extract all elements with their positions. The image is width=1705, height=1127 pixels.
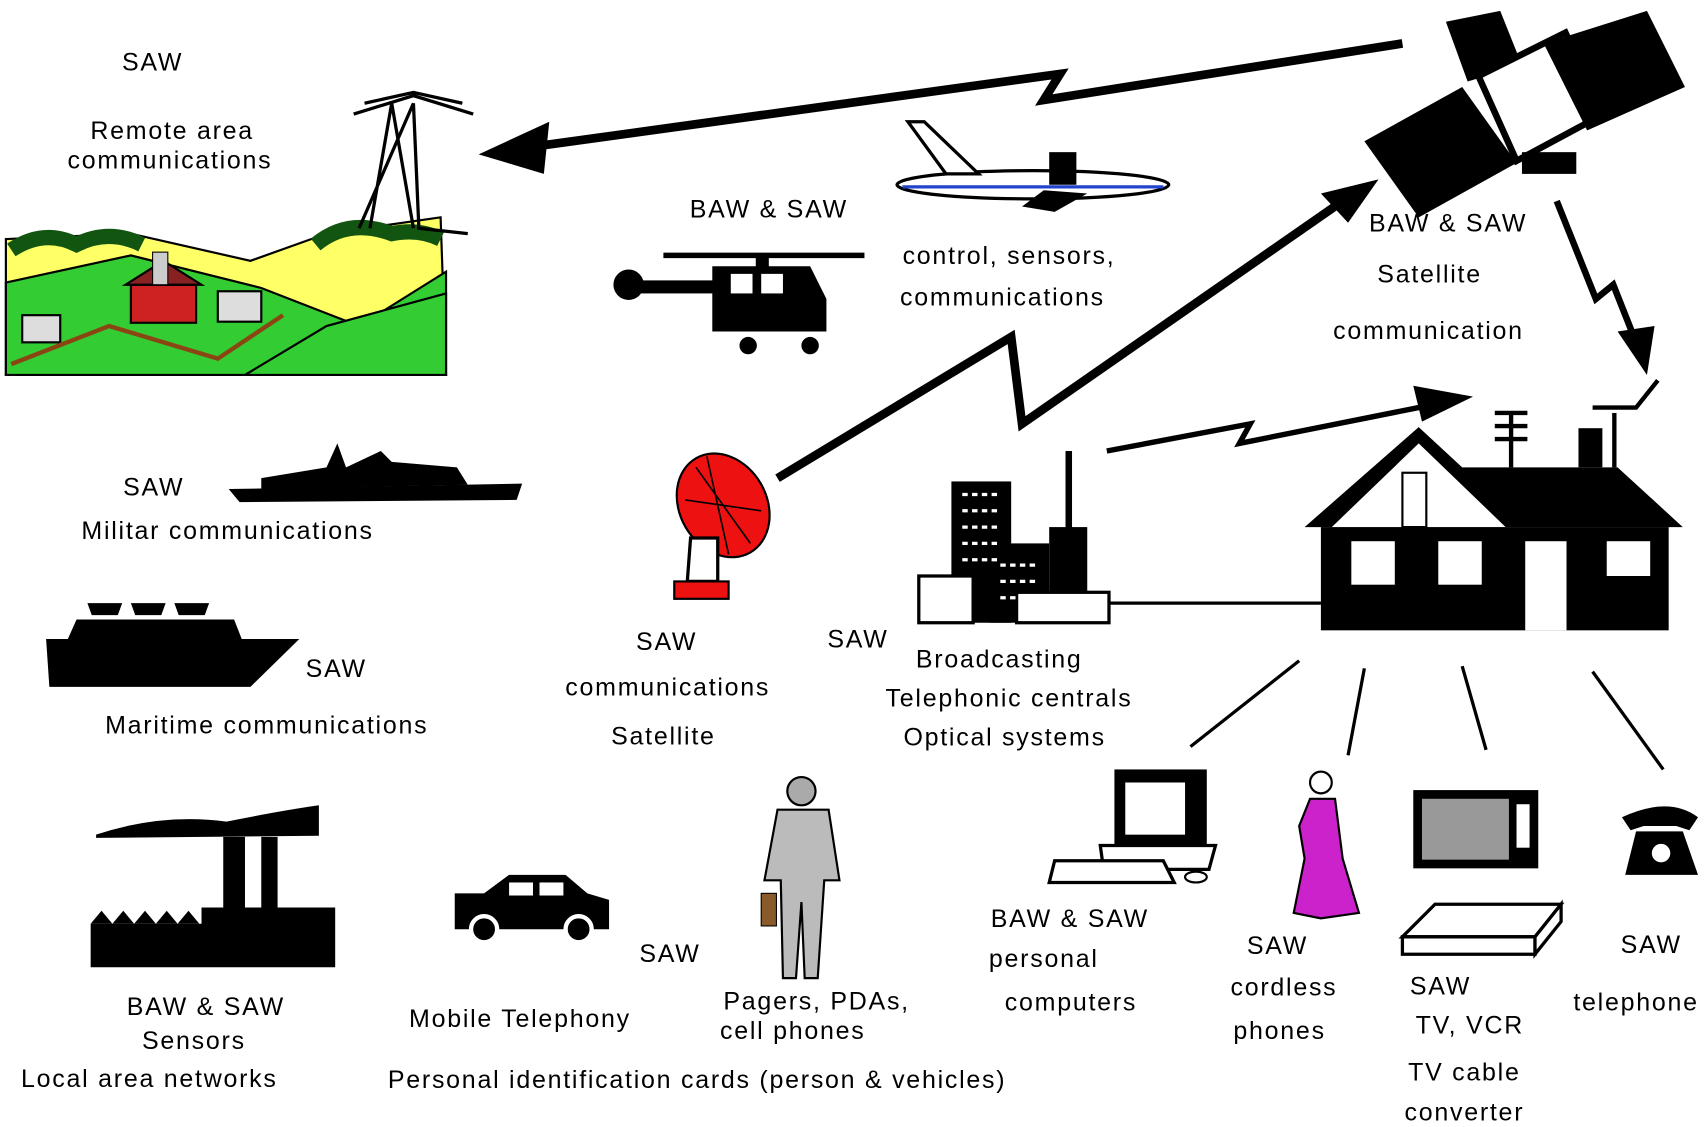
label-line: Local area networks <box>21 1065 278 1093</box>
arrow-satellite-house <box>1557 201 1636 342</box>
label-line: Broadcasting <box>916 645 1083 673</box>
label-line: SAW <box>123 474 184 502</box>
label-line: Maritime communications <box>105 712 428 740</box>
factory <box>91 805 336 967</box>
label-line: personal <box>989 945 1099 973</box>
label-line: BAW & SAW <box>690 195 848 223</box>
label-line: Sensors <box>142 1027 246 1055</box>
label-line: SAW <box>306 655 367 683</box>
link-line <box>1593 672 1664 770</box>
label-line: telephone <box>1573 989 1698 1017</box>
arrowhead <box>1618 326 1655 375</box>
label-line: SAW <box>1247 932 1308 960</box>
ferry <box>46 603 299 687</box>
label-line: BAW & SAW <box>1369 209 1527 237</box>
label-line: cordless <box>1230 973 1337 1001</box>
label-line: Militar communications <box>81 517 373 545</box>
label-line: converter <box>1404 1098 1524 1126</box>
label-line: phones <box>1233 1017 1325 1045</box>
link-line <box>1462 666 1486 750</box>
city-buildings <box>919 451 1109 623</box>
cable-box <box>1402 904 1561 954</box>
label-line: Pagers, PDAs, <box>723 988 909 1016</box>
label-line: TV cable <box>1408 1058 1521 1086</box>
label-line: communication <box>1333 317 1524 345</box>
arrow-satellite-tower <box>533 43 1402 146</box>
airplane <box>897 122 1169 212</box>
arrowhead <box>1413 386 1473 422</box>
businessman <box>761 777 839 978</box>
tv-set <box>1413 790 1538 868</box>
label-line: SAW <box>1410 972 1471 1000</box>
label-line: cell phones <box>720 1017 866 1045</box>
computer <box>1049 769 1215 882</box>
link-line <box>1190 661 1299 747</box>
label-line: SAW <box>122 49 183 77</box>
label-line: SAW <box>827 626 888 654</box>
dish-antenna <box>658 437 788 599</box>
label-line: Optical systems <box>903 724 1105 752</box>
label-line: BAW & SAW <box>127 993 285 1021</box>
label-line: Telephonic centrals <box>886 684 1133 712</box>
label-line: Satellite <box>1377 261 1482 289</box>
satellite <box>1364 11 1685 217</box>
label-line: Remote area <box>90 117 254 145</box>
label-line: Mobile Telephony <box>409 1005 631 1033</box>
desk-telephone <box>1622 806 1698 874</box>
warship <box>229 443 522 502</box>
label-line: TV, VCR <box>1416 1012 1524 1040</box>
woman <box>1294 772 1359 919</box>
label-line: Personal identification cards (person & … <box>388 1066 1006 1094</box>
label-line: communications <box>68 146 273 174</box>
helicopter <box>613 255 864 354</box>
label-line: BAW & SAW <box>991 905 1149 933</box>
label-line: computers <box>1005 989 1137 1017</box>
label-line: Satellite <box>611 722 716 750</box>
arrowhead <box>479 122 550 174</box>
car <box>455 875 609 942</box>
link-line <box>1348 668 1364 755</box>
label-line: control, sensors, <box>903 242 1116 270</box>
label-line: communications <box>900 283 1105 311</box>
arrow-city-house <box>1107 404 1435 451</box>
label-line: SAW <box>636 628 697 656</box>
label-line: SAW <box>1621 931 1682 959</box>
label-line: SAW <box>639 940 700 968</box>
diagram: SAWRemote areacommunicationsBAW & SAWcon… <box>0 0 1705 1127</box>
label-line: communications <box>565 674 770 702</box>
